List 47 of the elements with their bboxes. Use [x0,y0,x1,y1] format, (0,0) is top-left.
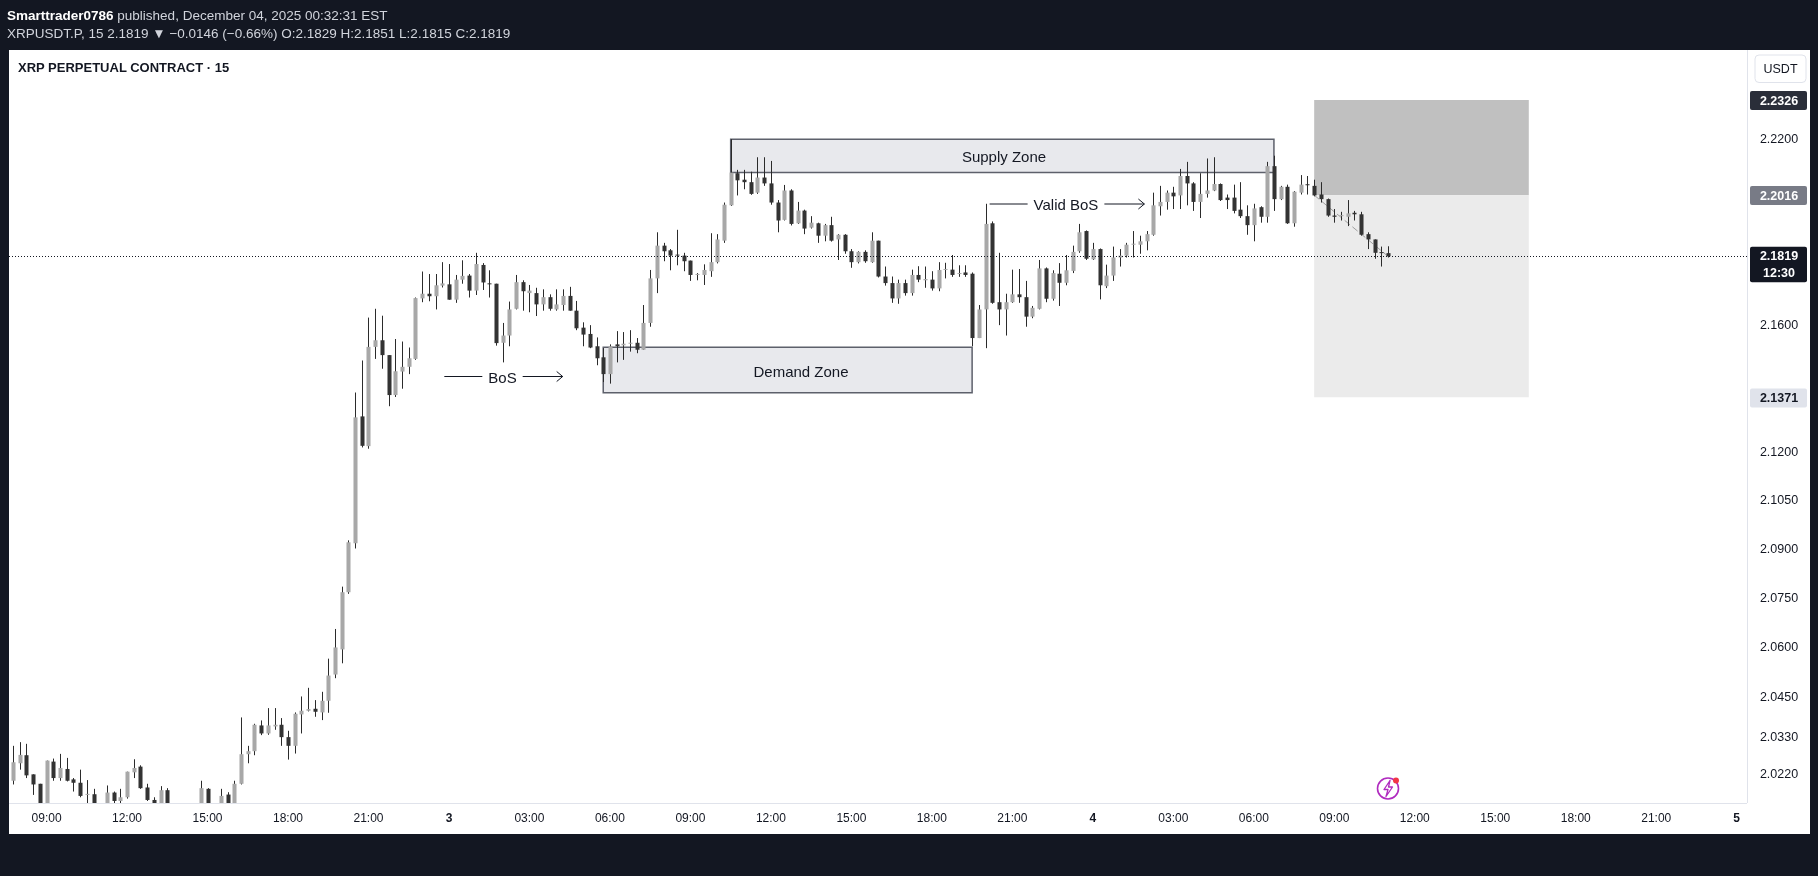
y-tick-label: 2.1200 [1759,444,1799,459]
x-tick-label: 03:00 [514,811,545,825]
y-tick-label: 2.0600 [1759,640,1799,655]
text: Smarttrader0786 published, December 04, 2025 00:32:31 EST [7,7,388,23]
x-tick-label: 09:00 [1319,811,1350,825]
annotation: Supply Zone [961,147,1047,164]
x-tick-label: 15:00 [1480,811,1511,825]
y-tick-label: 2.1050 [1759,493,1799,508]
y-tick-label: 2.0330 [1759,729,1799,744]
annotation: BoS [488,368,517,385]
candlestick [85,780,90,803]
y-tick-label: 2.0450 [1759,689,1799,704]
x-tick-label: 03:00 [1158,811,1189,825]
x-tick-label: 4 [1089,811,1097,825]
y-tick-label: 2.2200 [1759,131,1799,146]
y-tick-label: 2.0220 [1759,766,1799,781]
text: 2.2016 [1759,188,1799,203]
candlestick [1131,231,1136,258]
y-tick-label: 2.0750 [1759,590,1799,605]
text: 2.1371 [1759,391,1799,405]
x-tick-label: 18:00 [916,811,948,825]
x-tick-label: 12:00 [112,811,143,825]
ref-line-label: 2.1819 12:30 [1759,249,1799,280]
annotation: Demand Zone [753,362,849,380]
x-tick-label: 21:00 [997,811,1028,825]
x-tick-label: 18:00 [272,811,304,825]
y-tick-label: 2.1600 [1759,317,1799,332]
y-axis-title: USDT [1763,62,1798,76]
annotation: Valid BoS [1033,195,1099,213]
x-tick-label: 06:00 [1238,811,1270,825]
x-tick-label: 5 [1733,811,1741,825]
text: 2.2326 [1759,93,1799,108]
x-tick-label: 3 [445,811,453,825]
x-tick-label: 12:00 [1399,811,1431,825]
x-tick-label: 18:00 [1560,811,1592,825]
candlestick [1332,209,1337,223]
x-tick-label: 09:00 [31,811,62,825]
x-tick-label: 15:00 [192,811,223,825]
x-tick-label: 09:00 [675,811,706,825]
x-tick-label: 12:00 [755,811,787,825]
chart-subtitle: XRPUSDT.P, 15 2.1819 ▼ −0.0146 (−0.66%) O:2.1829 H:2.1851 L:2.1815 C:2.1819 [7,25,511,41]
x-tick-label: 21:00 [1641,811,1672,825]
y-tick-label: 2.0900 [1759,541,1799,556]
x-tick-label: 06:00 [594,811,626,825]
x-tick-label: 15:00 [836,811,867,825]
x-tick-label: 21:00 [353,811,384,825]
text: XRP PERPETUAL CONTRACT · 15 [18,59,230,75]
